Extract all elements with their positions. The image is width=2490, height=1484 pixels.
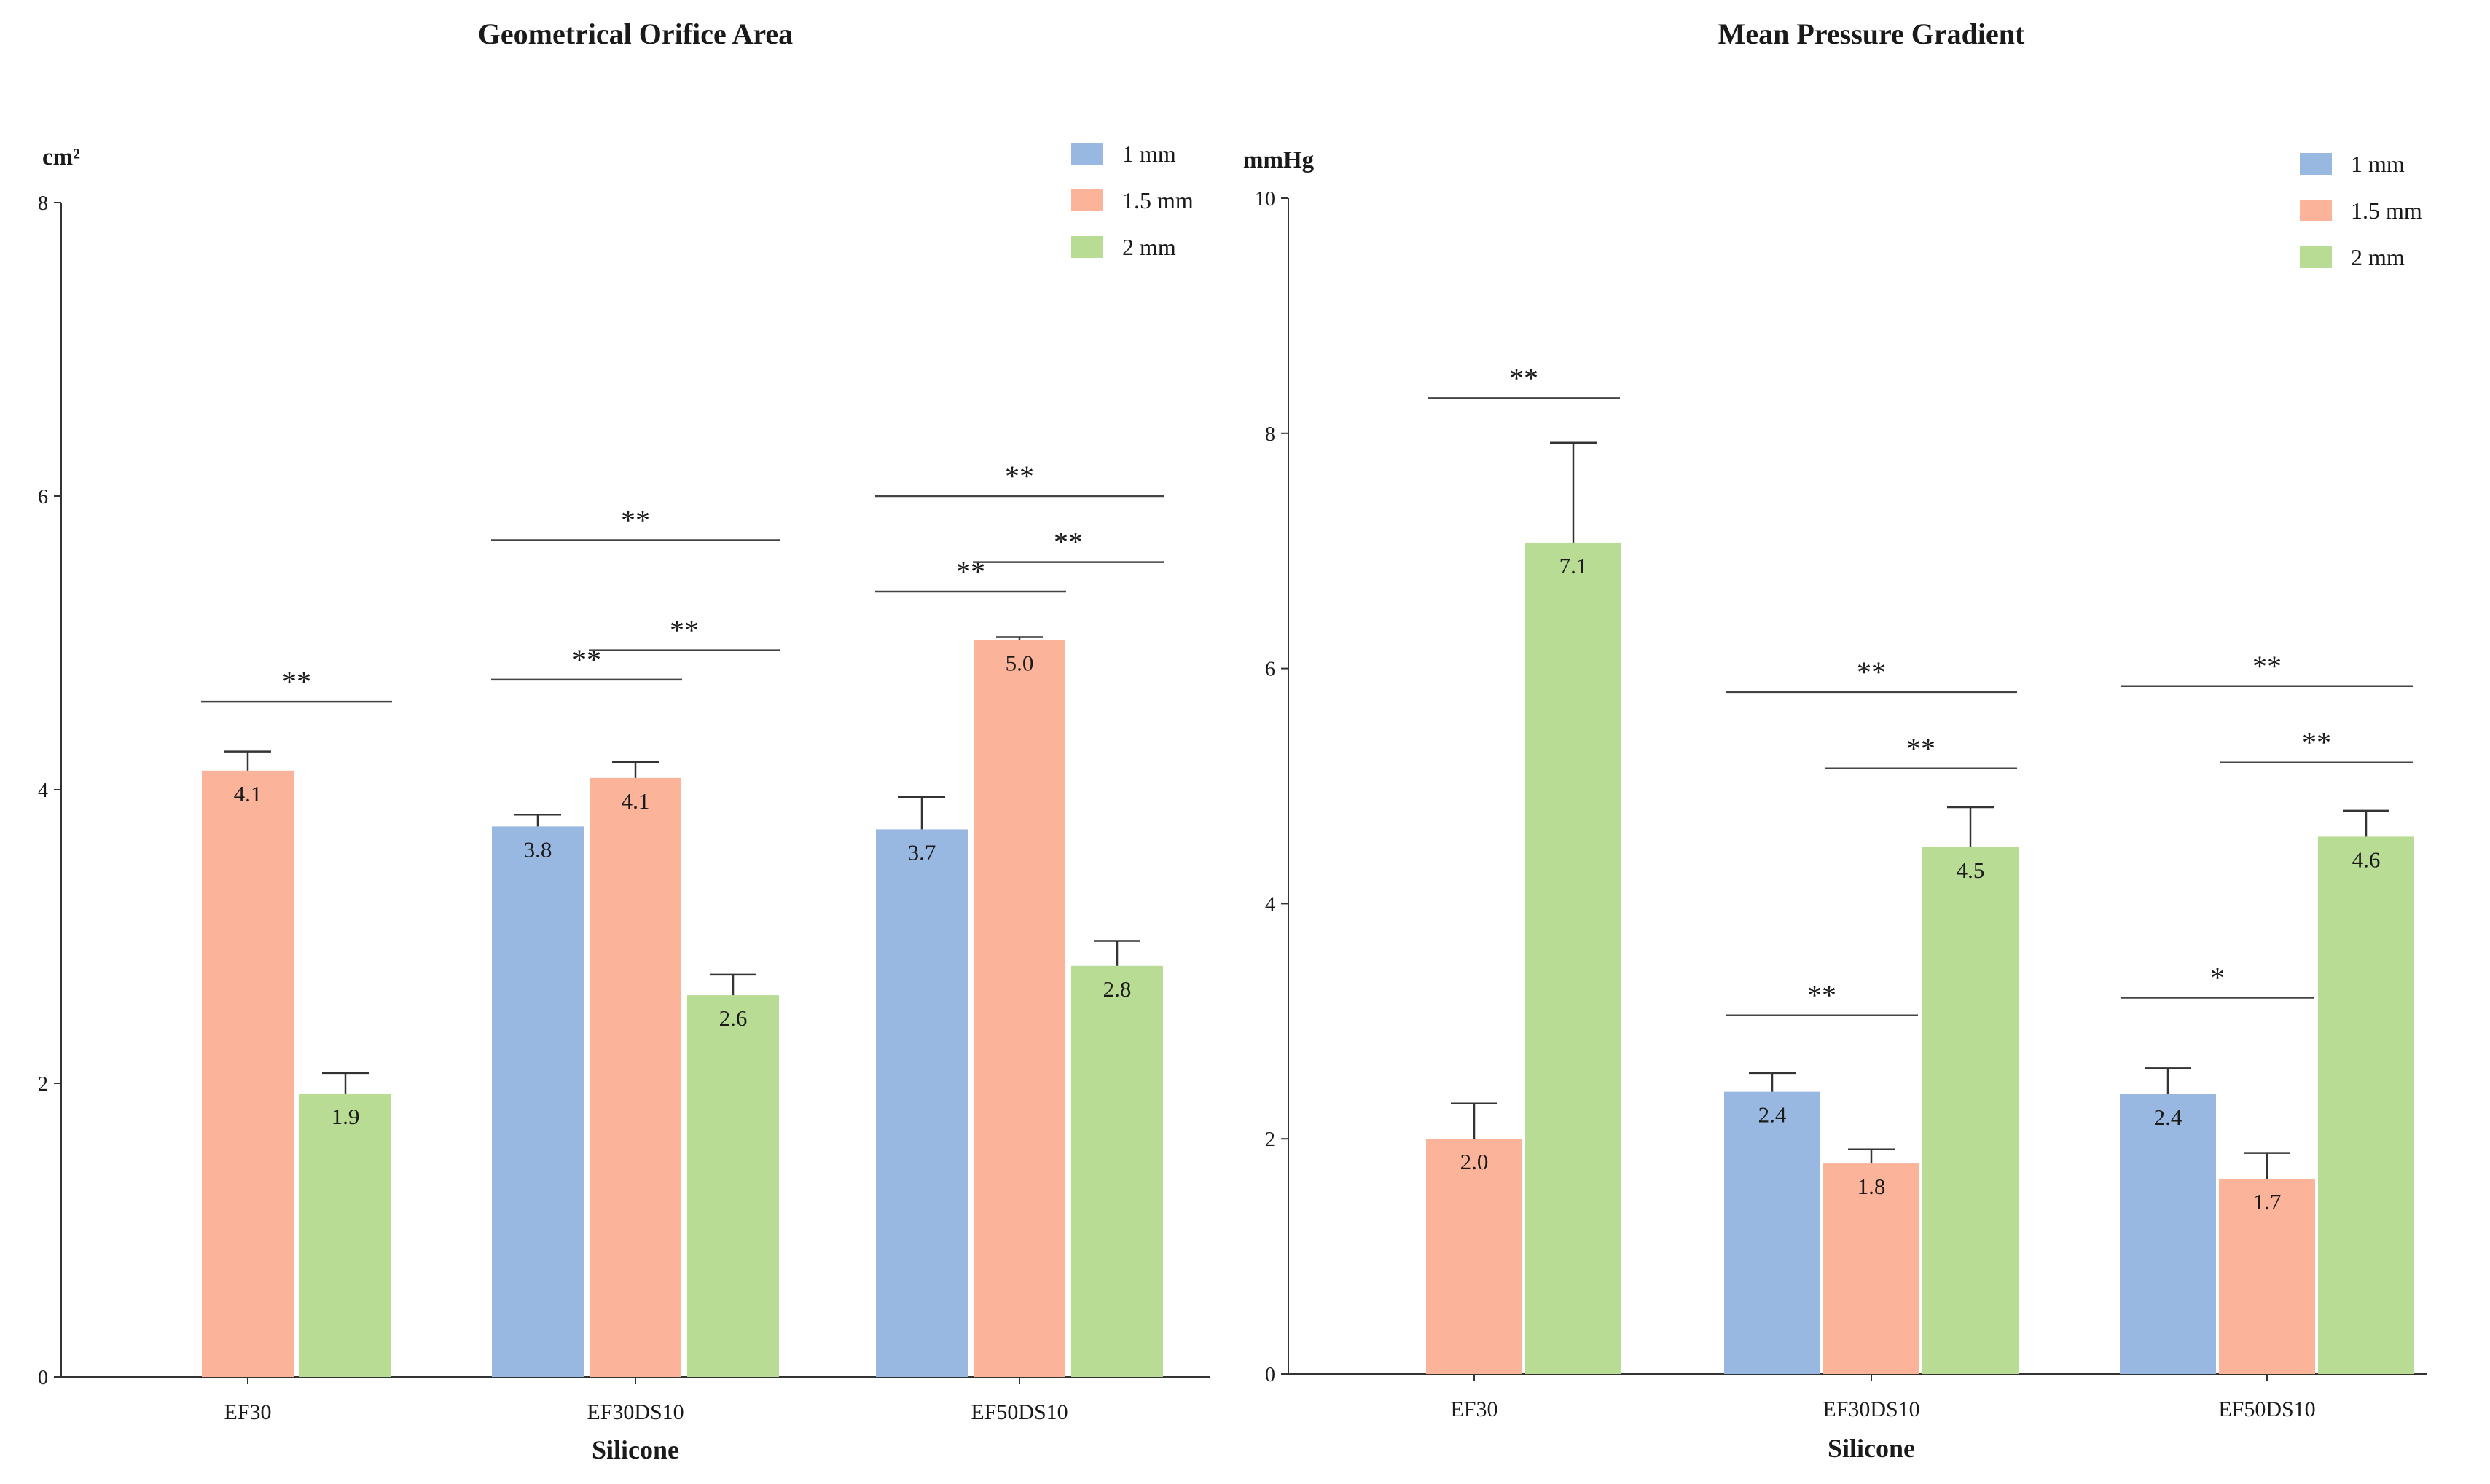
y-axis-label: cm²	[42, 144, 80, 170]
significance-marker: **	[1857, 656, 1886, 688]
significance-marker: **	[621, 503, 650, 536]
legend-label: 2 mm	[2351, 244, 2405, 270]
y-tick-label: 6	[1265, 659, 1275, 681]
legend-swatch	[1071, 189, 1103, 211]
bar	[1426, 1139, 1522, 1374]
legend-swatch	[1071, 236, 1103, 258]
bar	[202, 770, 294, 1377]
x-tick-label: EF30	[224, 1400, 271, 1424]
y-tick-label: 4	[38, 780, 48, 802]
legend-swatch	[2300, 246, 2332, 268]
data-label: 3.8	[524, 836, 552, 862]
data-label: 3.7	[908, 839, 936, 865]
bar	[1071, 965, 1163, 1377]
data-label: 2.4	[2154, 1104, 2182, 1130]
x-tick-label: EF50DS10	[971, 1400, 1068, 1424]
significance-marker: **	[1509, 361, 1538, 394]
significance-marker: **	[572, 643, 601, 676]
bar	[2219, 1179, 2315, 1374]
significance-marker: **	[1054, 526, 1083, 559]
data-label: 7.1	[1559, 553, 1588, 578]
data-label: 2.0	[1460, 1149, 1489, 1174]
bar	[590, 777, 681, 1377]
data-label: 4.6	[2352, 847, 2381, 872]
significance-marker: **	[1906, 732, 1935, 765]
legend-label: 1.5 mm	[2351, 197, 2422, 224]
legend-label: 1 mm	[1122, 141, 1176, 167]
legend-swatch	[2300, 153, 2332, 175]
x-tick-label: EF30	[1450, 1397, 1497, 1421]
bar	[2318, 836, 2414, 1374]
chart-title: Mean Pressure Gradient	[1718, 17, 2025, 50]
data-label: 1.9	[332, 1104, 360, 1129]
significance-marker: **	[670, 614, 699, 647]
y-tick-label: 2	[1265, 1128, 1275, 1151]
bar	[1525, 542, 1621, 1374]
x-axis-label: Silicone	[1828, 1434, 1915, 1463]
data-label: 2.8	[1103, 976, 1132, 1002]
legend-swatch	[1071, 143, 1103, 165]
bar	[1823, 1163, 1919, 1374]
chart-title: Geometrical Orifice Area	[478, 17, 793, 50]
data-label: 4.1	[622, 788, 650, 814]
chart-mean-pressure-gradient: Mean Pressure Gradient mmHg Silicone 0 2 4 6 8 1…	[1243, 17, 2427, 1463]
data-label: 2.4	[1758, 1102, 1787, 1128]
significance-marker: *	[2210, 962, 2225, 994]
bar	[1922, 847, 2019, 1374]
y-tick-label: 2	[38, 1073, 48, 1096]
legend-label: 1 mm	[2351, 151, 2405, 177]
significance-marker: **	[1005, 460, 1034, 492]
y-axis-label: mmHg	[1243, 147, 1315, 173]
x-axis-label: Silicone	[592, 1435, 679, 1464]
legend-swatch	[2300, 200, 2332, 221]
data-label: 1.8	[1857, 1174, 1886, 1199]
bar	[299, 1094, 391, 1377]
data-label: 4.1	[234, 781, 262, 806]
y-tick-label: 0	[1265, 1364, 1275, 1386]
y-tick-label: 8	[1265, 423, 1275, 446]
y-tick-label: 0	[38, 1367, 48, 1389]
legend-label: 1.5 mm	[1122, 187, 1194, 213]
bar	[876, 829, 968, 1377]
significance-marker: **	[2302, 726, 2331, 759]
bar	[974, 640, 1065, 1377]
bar	[492, 826, 584, 1377]
significance-marker: **	[2252, 650, 2282, 683]
y-tick-label: 8	[38, 192, 48, 215]
bar	[687, 995, 779, 1377]
significance-marker: **	[1807, 979, 1836, 1012]
data-label: 2.6	[719, 1005, 748, 1031]
significance-marker: **	[956, 555, 985, 588]
bar	[2120, 1094, 2216, 1374]
y-tick-label: 4	[1265, 893, 1275, 916]
x-tick-label: EF30DS10	[587, 1400, 684, 1424]
x-tick-label: EF30DS10	[1823, 1397, 1919, 1421]
x-tick-label: EF50DS10	[2218, 1397, 2315, 1421]
data-label: 1.7	[2253, 1189, 2282, 1214]
data-label: 5.0	[1006, 650, 1034, 675]
legend-label: 2 mm	[1122, 234, 1176, 260]
bar	[1724, 1091, 1820, 1374]
data-label: 4.5	[1957, 857, 1985, 883]
y-tick-label: 10	[1255, 188, 1275, 211]
significance-marker: **	[282, 665, 311, 698]
y-tick-label: 6	[38, 486, 48, 509]
chart-geometrical-orifice-area: Geometrical Orifice Area cm² Silicone 0 2 4 6 8…	[38, 17, 1210, 1464]
